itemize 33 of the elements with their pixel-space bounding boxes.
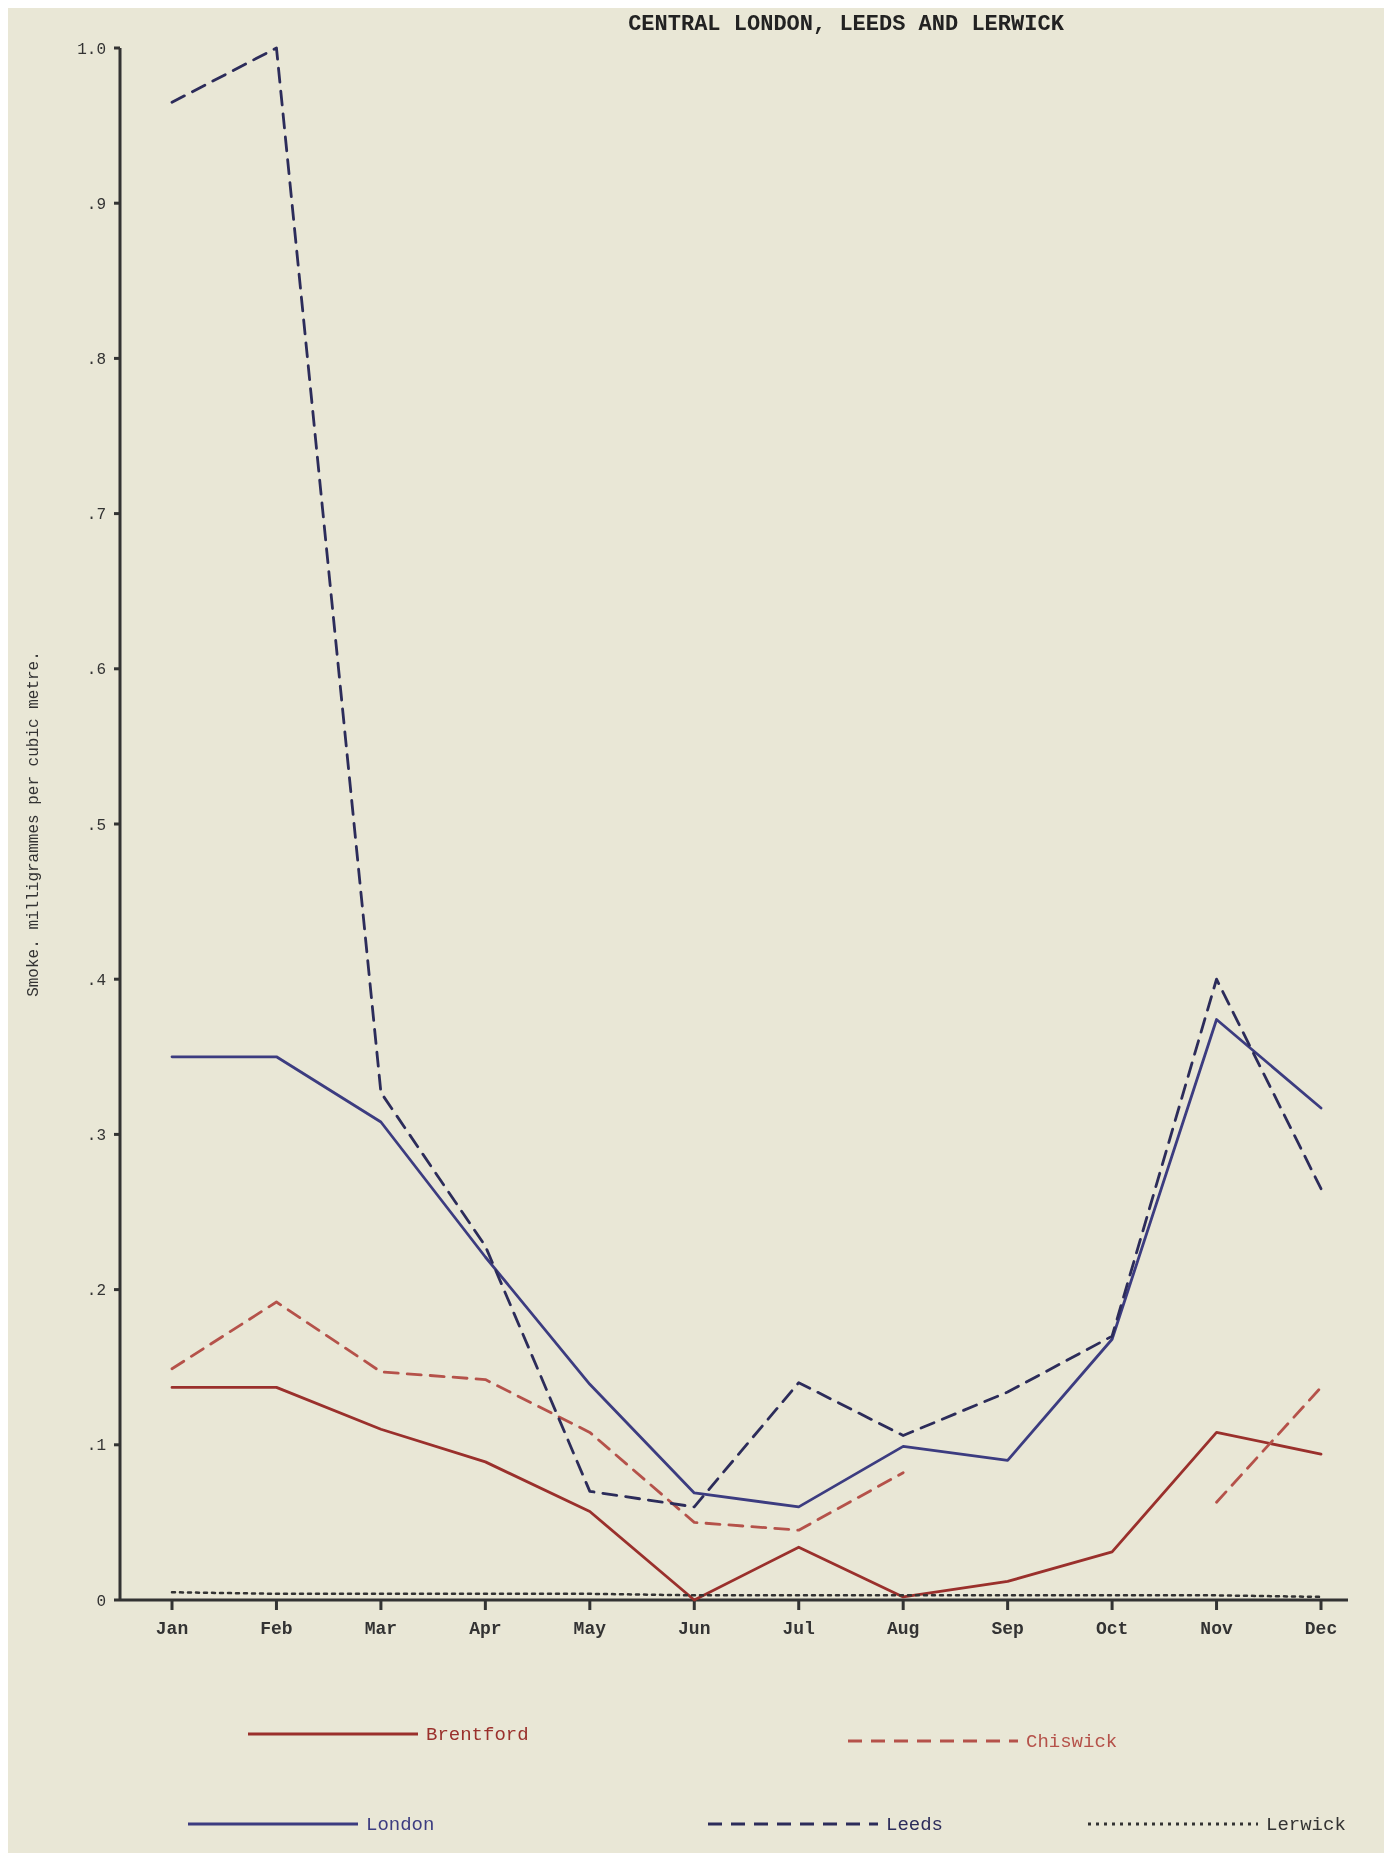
x-tick-label: Dec [1304,1619,1338,1639]
line-series [170,1385,1323,1602]
x-tick-label: Feb [260,1619,293,1639]
y-tick-label: .4 [86,971,106,990]
x-tick-label: Jan [155,1619,189,1639]
y-axis-title: Smoke. milligrammes per cubic metre. [25,651,43,997]
x-tick-label: Apr [469,1619,502,1639]
y-tick-label: 1.0 [77,40,106,59]
text: London [366,1814,435,1836]
y-tick-label: .9 [86,195,106,214]
chart-title: CENTRAL LONDON, LEEDS AND LERWICK [628,12,1065,37]
y-tick-label: .2 [86,1282,106,1301]
text: Leeds [886,1814,944,1836]
y-tick-label: 0 [96,1592,106,1611]
x-tick-label: Mar [364,1619,398,1639]
x-tick-label: Nov [1200,1619,1233,1639]
y-tick-label: .6 [86,661,106,680]
x-tick-label: Aug [886,1619,920,1639]
y-tick-label: .5 [86,816,106,835]
x-tick-label: Jul [782,1619,816,1639]
x-tick-label: Oct [1095,1619,1129,1639]
line-series [170,46,1323,1509]
y-tick-label: .7 [86,506,106,525]
line-series [170,1018,1323,1509]
text: Chiswick [1026,1731,1118,1753]
x-tick-label: Jun [678,1619,711,1639]
y-tick-label: .3 [86,1127,106,1145]
text: Brentford [426,1724,529,1746]
x-tick-label: Sep [991,1619,1024,1639]
text: Lerwick [1266,1814,1346,1836]
x-tick-label: May [573,1619,607,1639]
y-tick-label: .8 [86,351,106,369]
y-tick-label: .1 [86,1437,106,1456]
